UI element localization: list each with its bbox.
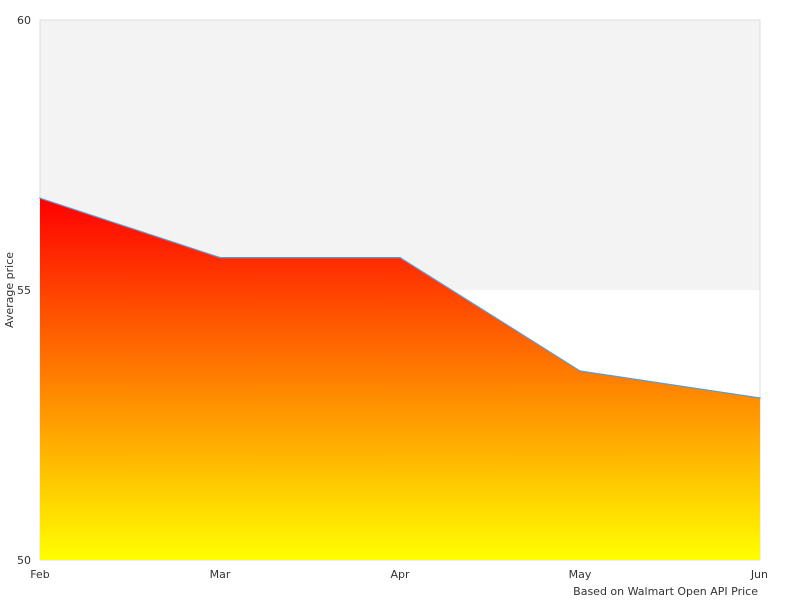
data-point-jun[interactable] [759, 397, 761, 399]
data-point-mar[interactable] [219, 256, 221, 259]
x-tick-label-feb: Feb [30, 568, 49, 581]
x-tick-label-mar: Mar [210, 568, 231, 581]
series-layer [39, 197, 761, 560]
data-point-may[interactable] [579, 370, 581, 372]
x-tick-label-jun: Jun [750, 568, 768, 581]
x-tick-label-may: May [569, 568, 592, 581]
y-tick-label-60: 60 [17, 14, 31, 27]
x-tick-label-apr: Apr [390, 568, 410, 581]
y-axis: 50 55 60 [17, 14, 31, 567]
chart-footnote: Based on Walmart Open API Price [573, 585, 758, 598]
y-tick-label-55: 55 [17, 284, 31, 297]
data-point-feb[interactable] [39, 197, 41, 199]
y-axis-label: Average price [3, 252, 16, 328]
x-axis: Feb Mar Apr May Jun [30, 568, 768, 581]
y-tick-label-50: 50 [17, 554, 31, 567]
data-point-apr[interactable] [399, 256, 401, 259]
series-area-0 [40, 198, 760, 560]
